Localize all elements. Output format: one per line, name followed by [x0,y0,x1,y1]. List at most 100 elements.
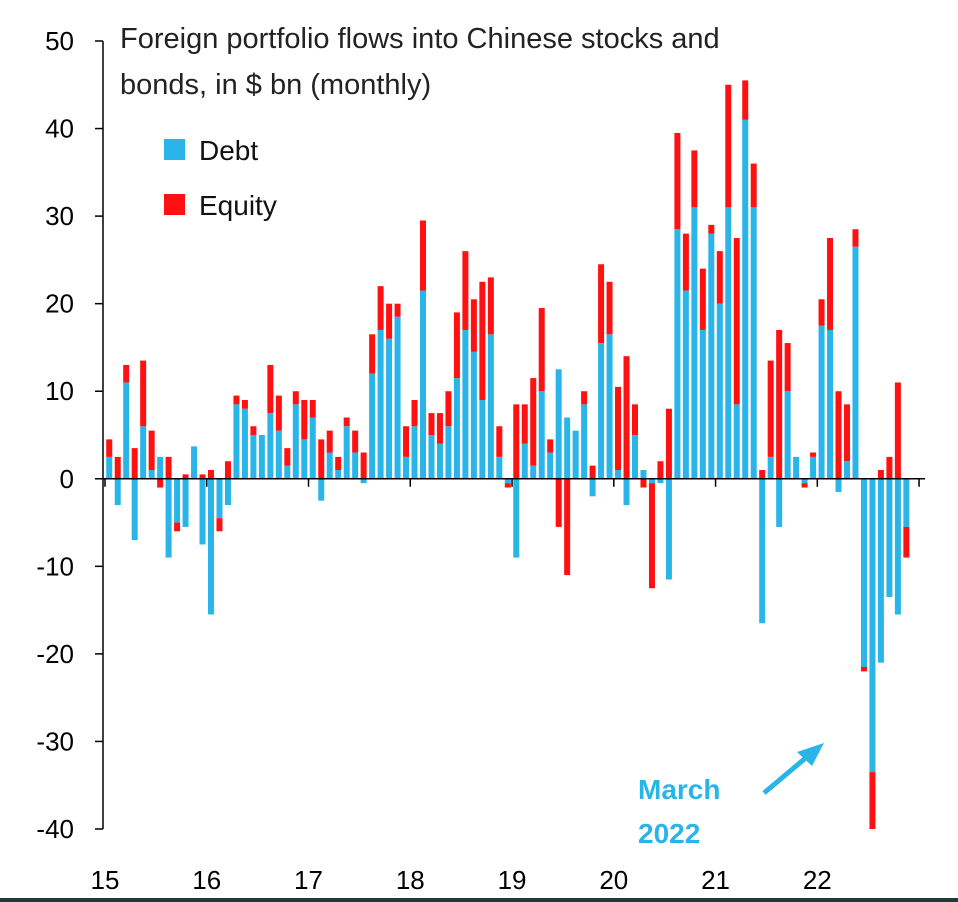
bar-equity [352,430,359,453]
bar-equity [369,334,376,374]
bar-equity [394,303,401,317]
bar-equity [301,399,308,440]
bar-equity [275,395,282,431]
bar-debt [708,233,715,479]
bar-equity [742,80,749,120]
bar-equity [725,84,732,208]
march-2022-annotation: March 2022 [638,743,824,849]
bar-debt [258,435,265,479]
bar-equity [589,465,596,479]
bar-debt [530,465,537,479]
annotation-line-month: March [638,774,720,805]
bar-equity [903,526,910,558]
bar-debt [479,399,486,479]
bar-debt [640,470,647,479]
bar-equity [199,474,206,479]
bar-debt [326,452,333,479]
bar-debt [818,325,825,479]
bar-equity [462,251,469,330]
x-tick-label: 15 [91,865,120,895]
legend-swatch-equity [164,194,185,215]
bar-debt [759,478,766,624]
bar-debt [182,478,189,527]
bar-debt [835,478,842,492]
bar-equity [767,360,774,457]
bar-debt [318,478,325,501]
bar-debt [301,439,308,479]
bar-equity [530,378,537,466]
x-tick-label: 19 [498,865,527,895]
annotation-arrow [762,754,810,795]
bar-equity [496,426,503,457]
bar-debt [165,478,172,558]
bar-equity [674,132,681,230]
bar-debt [148,470,155,479]
bar-equity [411,399,418,427]
bar-debt [564,417,571,479]
legend-label-equity: Equity [199,190,277,221]
bar-debt [699,329,706,479]
bar-equity [487,277,494,335]
bar-equity [691,150,698,208]
bar-debt [106,456,113,479]
bar-debt [869,478,876,773]
bar-debt [598,343,605,479]
bar-equity [292,391,299,405]
bar-debt [615,470,622,479]
bar-equity [759,470,766,479]
bar-equity [140,360,147,427]
chart-title: Foreign portfolio flows into Chinese sto… [120,23,720,101]
bars-group [106,80,910,829]
bar-debt [436,443,443,479]
bar-debt [275,430,282,479]
bar-debt [233,404,240,479]
bar-debt [496,456,503,479]
bar-debt [793,456,800,479]
bar-equity [403,426,410,457]
bar-debt [725,207,732,479]
bar-equity [513,404,520,479]
bar-equity [640,478,647,488]
bar-equity [165,456,172,479]
bar-debt [581,404,588,479]
bar-debt [784,391,791,479]
bar-equity [860,667,867,672]
chart-title-line-2: bonds, in $ bn (monthly) [120,69,431,101]
bar-debt [335,470,342,479]
bar-equity [844,404,850,462]
bottom-border [0,898,958,902]
bar-equity [174,522,181,532]
bar-debt [114,478,121,506]
legend-swatch-debt [164,139,185,160]
bar-debt [742,119,749,479]
bar-debt [691,207,698,479]
bar-debt [547,452,554,479]
bar-debt [810,456,817,479]
chart-title-line-1: Foreign portfolio flows into Chinese sto… [120,23,720,55]
bar-equity [665,408,672,479]
x-axis: 15 16 17 18 19 20 21 22 [91,478,925,895]
bar-equity [216,518,223,532]
bar-equity [157,478,164,488]
bar-equity [386,303,393,339]
bar-equity [114,456,121,479]
bar-debt [403,456,410,479]
bar-equity [123,364,130,383]
bar-equity [699,268,706,330]
bar-debt [428,435,435,479]
bar-debt [589,478,596,497]
bar-equity [420,220,426,291]
bar-equity [479,281,486,400]
bar-equity [360,452,367,479]
bar-debt [157,456,164,479]
bar-equity [224,461,231,479]
bar-debt [199,478,206,545]
bar-debt [470,351,477,479]
bar-equity [598,264,605,344]
bar-equity [233,395,240,405]
bar-equity [106,439,113,457]
bar-equity [377,286,384,330]
bar-equity [632,404,638,435]
annotation-line-year: 2022 [638,818,700,849]
